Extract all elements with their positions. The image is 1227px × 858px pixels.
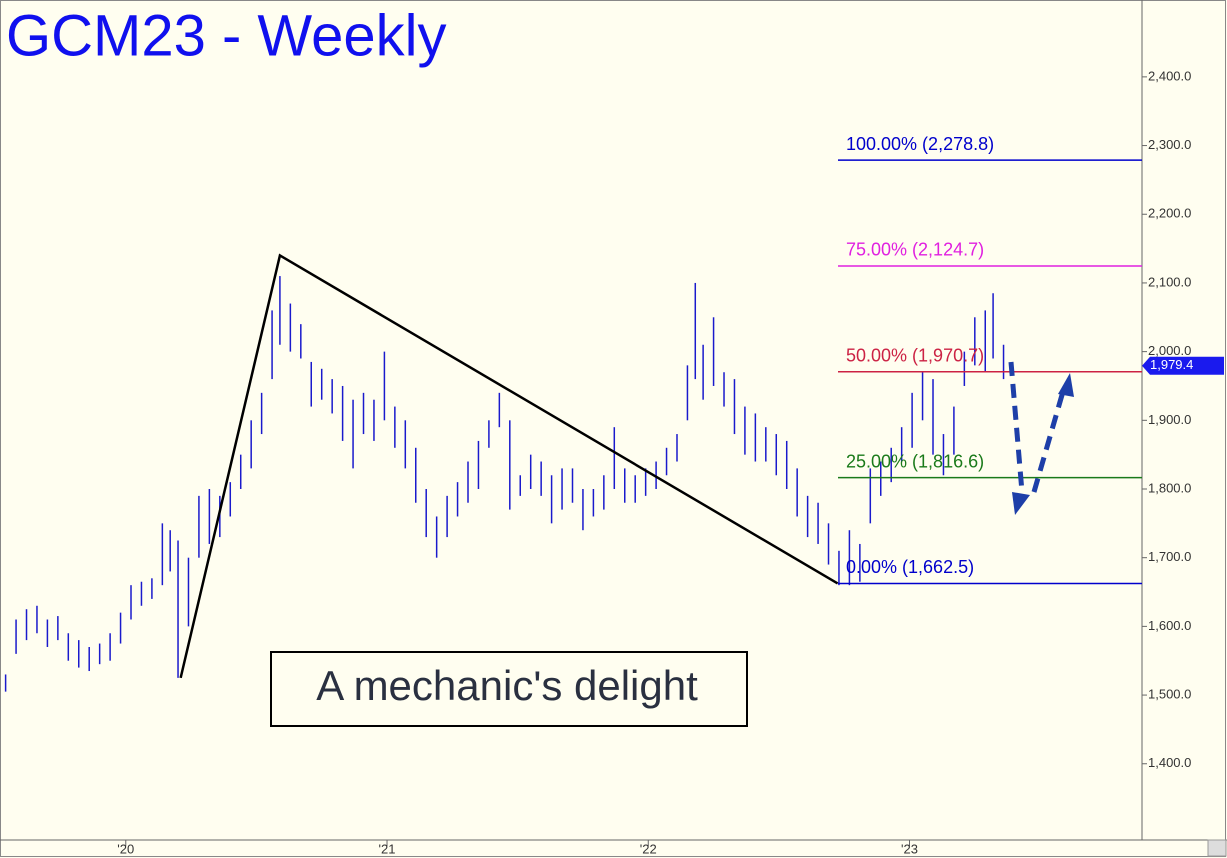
arrow-head [1058, 373, 1074, 397]
pattern-line [179, 253, 839, 679]
arrow-up [1031, 387, 1067, 493]
chart-title: GCM23 - Weekly [6, 3, 446, 68]
y-tick-label: 1,700.0 [1148, 549, 1191, 564]
level-label: 50.00% (1,970.7) [846, 346, 984, 366]
last-price-label: 1,979.4 [1150, 357, 1193, 372]
x-tick-label: '22 [640, 841, 657, 856]
x-tick-label: '20 [117, 841, 134, 856]
arrow-head [1012, 492, 1030, 515]
y-tick-label: 1,800.0 [1148, 480, 1191, 495]
annotation-box [270, 651, 748, 727]
y-tick-label: 1,900.0 [1148, 412, 1191, 427]
y-tick-label: 2,100.0 [1148, 274, 1191, 289]
level-label: 0.00% (1,662.5) [846, 557, 974, 577]
level-label: 25.00% (1,816.6) [846, 451, 984, 471]
last-price-marker [1142, 356, 1224, 375]
projection-arrows [1008, 361, 1067, 493]
y-tick-label: 2,300.0 [1148, 137, 1191, 152]
x-tick-label: '21 [379, 841, 396, 856]
y-tick-label: 1,400.0 [1148, 755, 1191, 770]
y-tick-label: 2,400.0 [1148, 68, 1191, 83]
y-tick-label: 1,500.0 [1148, 687, 1191, 702]
y-tick-label: 2,000.0 [1148, 343, 1191, 358]
level-label: 75.00% (2,124.7) [846, 240, 984, 260]
y-tick-label: 2,200.0 [1148, 206, 1191, 221]
x-tick-label: '23 [901, 841, 918, 856]
y-tick-label: 1,600.0 [1148, 618, 1191, 633]
scroll-button[interactable] [1207, 839, 1227, 857]
annotation: A mechanic's delight [316, 662, 698, 709]
level-label: 100.00% (2,278.8) [846, 134, 994, 154]
